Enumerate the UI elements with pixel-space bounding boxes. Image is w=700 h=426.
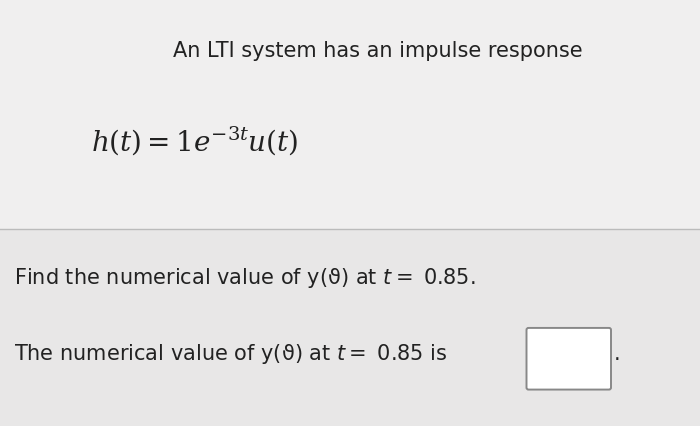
FancyBboxPatch shape: [0, 0, 700, 229]
Text: Find the numerical value of y(ϑ) at $t=$ 0.85.: Find the numerical value of y(ϑ) at $t=$…: [14, 265, 475, 289]
Text: .: .: [614, 344, 621, 363]
FancyBboxPatch shape: [526, 328, 611, 390]
Text: The numerical value of y(ϑ) at $t=$ 0.85 is: The numerical value of y(ϑ) at $t=$ 0.85…: [14, 342, 447, 366]
Text: $h(t)  =  1e^{-3t}u(t)$: $h(t) = 1e^{-3t}u(t)$: [91, 124, 298, 157]
Text: An LTI system has an impulse response: An LTI system has an impulse response: [173, 41, 583, 61]
